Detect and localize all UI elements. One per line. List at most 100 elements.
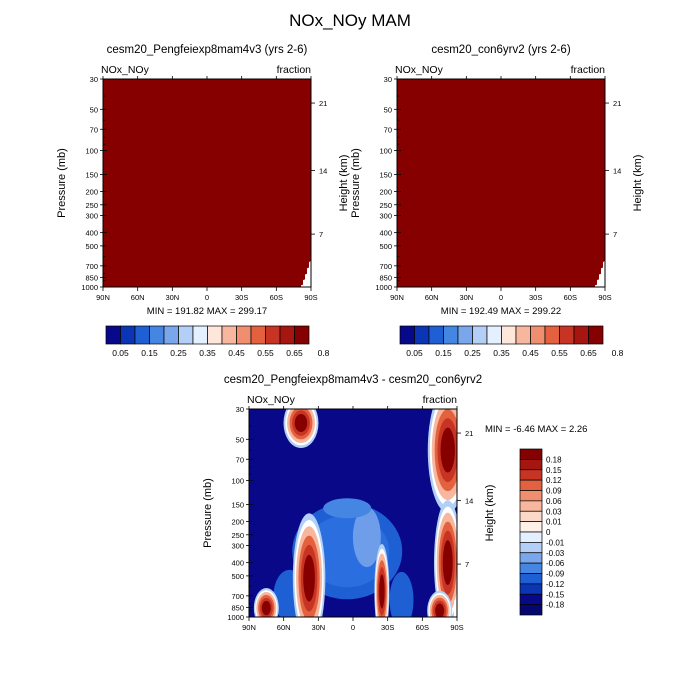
colorbar-label: -0.18 (546, 601, 565, 610)
colorbar-box (519, 604, 543, 616)
x-tick-label: 60N (425, 293, 439, 302)
y-tick-label: 300 (231, 542, 244, 551)
y-tick-label: 100 (85, 146, 98, 155)
colorbar-label: 0.8 (318, 348, 330, 358)
y-tick-label: 300 (85, 212, 98, 221)
colorbar-box (519, 573, 543, 585)
colorbar-box (414, 325, 430, 345)
panel-experiment: cesm20_Pengfeiexp8mam4v3 (yrs 2-6) NOx_NO… (56, 44, 350, 317)
y-tick-label: 400 (231, 559, 244, 568)
colorbar-box (501, 325, 517, 345)
y-tick-label: 250 (85, 201, 98, 210)
y-tick-label: 70 (236, 455, 244, 464)
x-tick-label: 90N (390, 293, 404, 302)
colorbar-box (163, 325, 179, 345)
x-tick-label: 90S (450, 623, 463, 632)
variable-label: NOx_NOy (395, 64, 444, 76)
x-tick-label: 30N (165, 293, 179, 302)
colorbar-box (149, 325, 165, 345)
colorbar-box (559, 325, 575, 345)
y-tick-label: 50 (384, 105, 392, 114)
y-axis-label-right: Height (km) (338, 155, 350, 212)
colorbar-label: 0.65 (580, 348, 597, 358)
colorbar-box (519, 552, 543, 564)
negative-weak-core (352, 507, 381, 568)
colorbar-label: 0.25 (170, 348, 187, 358)
panel-title: cesm20_Pengfeiexp8mam4v3 - cesm20_con6yr… (224, 374, 482, 386)
y-tick-label: 1000 (375, 283, 392, 292)
y-axis-label-right: Height (km) (484, 485, 496, 542)
height-tick-label: 7 (613, 230, 617, 239)
colorbar-label: 0.35 (493, 348, 510, 358)
colorbar-label: 0.12 (546, 476, 562, 485)
colorbar-box (519, 593, 543, 605)
field-group (397, 79, 605, 287)
colorbar-experiment: 0.05 0.15 0.25 0.35 0.45 0.55 0.65 0.8 (105, 325, 330, 358)
y-tick-label: 100 (231, 476, 244, 485)
y-axis-label: Pressure (mb) (56, 148, 68, 218)
min-max-text: MIN = 192.49 MAX = 299.22 (441, 306, 561, 317)
x-tick-label: 30N (311, 623, 325, 632)
y-tick-label: 700 (85, 262, 98, 271)
units-label: fraction (423, 394, 458, 406)
x-tick-label: 30S (381, 623, 394, 632)
colorbar-box (221, 325, 237, 345)
y-tick-label: 100 (379, 146, 392, 155)
colorbar-label: 0.45 (522, 348, 539, 358)
colorbar-box (207, 325, 223, 345)
y-tick-label: 1000 (227, 613, 244, 622)
y-tick-label: 200 (379, 188, 392, 197)
colorbar-box (544, 325, 560, 345)
colorbar-label: -0.12 (546, 580, 565, 589)
positive-upper-sh-level-5 (440, 427, 455, 473)
height-tick-label: 14 (319, 166, 327, 175)
y-axis-label: Pressure (mb) (202, 478, 214, 548)
missing-data-region (454, 597, 457, 617)
y-tick-label: 70 (90, 125, 98, 134)
colorbar-box (279, 325, 295, 345)
colorbar-box (519, 490, 543, 502)
negative-band-upper (323, 498, 372, 519)
negative-band-lower-sh (389, 571, 414, 617)
y-tick-label: 850 (231, 603, 244, 612)
colorbar-box (519, 469, 543, 481)
field-fill (103, 79, 311, 287)
y-tick-label: 150 (379, 170, 392, 179)
height-tick-label: 21 (465, 429, 473, 438)
height-tick-label: 14 (613, 166, 621, 175)
height-tick-label: 21 (613, 99, 621, 108)
height-tick-label: 7 (465, 560, 469, 569)
y-axis-label-right: Height (km) (632, 155, 644, 212)
colorbar-box (192, 325, 208, 345)
y-tick-label: 30 (90, 75, 98, 84)
x-tick-label: 30S (529, 293, 542, 302)
colorbar-label: 0.15 (435, 348, 452, 358)
colorbar-box (519, 583, 543, 595)
colorbar-box (515, 325, 531, 345)
positive-lower-nh-level-5 (303, 554, 315, 602)
colorbar-box (519, 542, 543, 554)
y-tick-label: 500 (85, 242, 98, 251)
colorbar-label: 0.55 (551, 348, 568, 358)
variable-label: NOx_NOy (247, 394, 296, 406)
colorbar-label: 0.55 (257, 348, 274, 358)
y-tick-label: 850 (379, 273, 392, 282)
y-tick-label: 200 (85, 188, 98, 197)
y-tick-label: 500 (231, 572, 244, 581)
height-tick-label: 7 (319, 230, 323, 239)
y-tick-label: 150 (231, 500, 244, 509)
x-tick-label: 0 (351, 623, 355, 632)
field-fill (397, 79, 605, 287)
colorbar-label: -0.15 (546, 590, 565, 599)
positive-lower-sh-level-5 (442, 540, 453, 586)
x-tick-label: 60S (564, 293, 577, 302)
positive-surface-sh-level-5 (435, 603, 445, 617)
x-tick-label: 60N (277, 623, 291, 632)
panel-title: cesm20_Pengfeiexp8mam4v3 (yrs 2-6) (107, 44, 308, 56)
missing-data-region (301, 260, 311, 287)
colorbar-label: 0.05 (406, 348, 423, 358)
colorbar-label: 0.09 (546, 487, 562, 496)
colorbar-box (399, 325, 415, 345)
colorbar-label: -0.09 (546, 570, 565, 579)
missing-data-region (595, 260, 605, 287)
